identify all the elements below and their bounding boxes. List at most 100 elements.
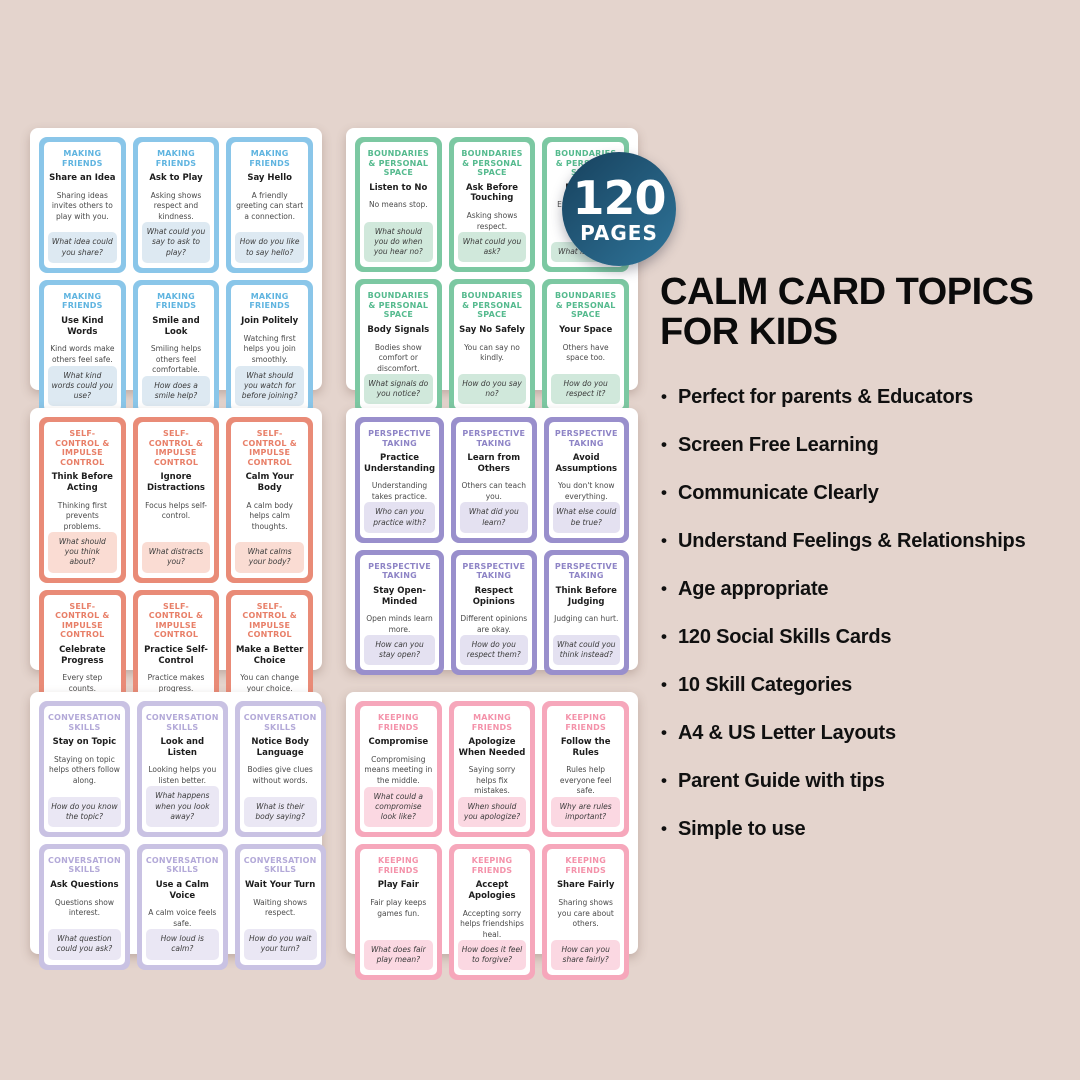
card-category-label: PERSPECTIVE TAKING	[554, 561, 618, 581]
card-category-label: KEEPING FRIENDS	[565, 856, 606, 875]
card-title: Notice Body Language	[251, 737, 309, 758]
card-category-label: KEEPING FRIENDS	[378, 856, 419, 875]
card-category-label: CONVERSATION SKILLS	[243, 713, 317, 732]
card-description: Bodies show comfort or discomfort.	[374, 342, 422, 373]
card-category-label: MAKING FRIENDS	[249, 149, 290, 168]
feature-item: Understand Feelings & Relationships	[660, 530, 1066, 553]
card-title: Ask Before Touching	[465, 182, 518, 204]
skill-card: MAKING FRIENDS Join Politely Watching firs…	[226, 279, 313, 416]
card-category-label: SELF-CONTROL & IMPULSE CONTROL	[55, 429, 110, 467]
skill-card-inner: KEEPING FRIENDS Accept Apologies Accepting…	[453, 849, 531, 976]
card-category-label: SELF-CONTROL & IMPULSE CONTROL	[55, 601, 110, 640]
card-category-label: MAKING FRIENDS	[249, 291, 290, 311]
skill-card: PERSPECTIVE TAKING Learn from Others Other…	[451, 417, 537, 543]
card-title: Your Space	[559, 325, 613, 336]
card-question: What did you learn?	[460, 502, 528, 533]
card-question: What could you think instead?	[552, 635, 620, 666]
card-question: What kind words could you use?	[48, 365, 117, 406]
card-description: Compromising means meeting in the middle…	[364, 754, 433, 785]
card-description: Staying on topic helps others follow alo…	[48, 754, 120, 785]
card-question: Who can you practice with?	[364, 502, 436, 533]
card-title: Accept Apologies	[468, 880, 516, 901]
card-question: What should you do when you hear no?	[364, 221, 433, 263]
card-category-label: KEEPING FRIENDS	[565, 713, 606, 732]
card-description: Asking shows respect and kindness.	[150, 190, 202, 221]
badge-pages-label: PAGES	[580, 220, 658, 245]
card-title: Smile and Look	[152, 315, 200, 337]
card-question: Why are rules important?	[551, 796, 620, 828]
skill-card-inner: SELF-CONTROL & IMPULSE CONTROL Ignore Dis…	[137, 422, 215, 578]
skill-card-inner: BOUNDARIES & PERSONAL SPACE Say No Safely…	[453, 284, 531, 410]
card-sheet-self-control-impulse-control: SELF-CONTROL & IMPULSE CONTROL Think Befo…	[30, 408, 322, 735]
card-question: How do you say no?	[457, 374, 527, 405]
card-description: Fair play keeps games fun.	[370, 898, 427, 918]
card-description: Every step counts.	[62, 673, 103, 693]
card-sheet-making-friends: MAKING FRIENDS Share an Idea Sharing ideas…	[30, 128, 322, 416]
card-sheet-perspective-taking: PERSPECTIVE TAKING Practice Understanding…	[346, 408, 638, 676]
skill-card: KEEPING FRIENDS Accept Apologies Accepting…	[448, 844, 536, 981]
skill-card-inner: MAKING FRIENDS Ask to Play Asking shows re…	[137, 142, 215, 268]
skill-card: MAKING FRIENDS Smile and Look Smiling help…	[132, 279, 220, 416]
card-question: How do you know the topic?	[48, 796, 121, 827]
card-question: What else could be true?	[552, 502, 620, 533]
card-question: What could you say to ask to play?	[141, 222, 211, 263]
card-title: Use Kind Words	[61, 315, 104, 337]
card-category-label: CONVERSATION SKILLS	[243, 855, 317, 875]
feature-item: A4 & US Letter Layouts	[660, 722, 1066, 745]
card-description: Rules help everyone feel safe.	[559, 765, 612, 796]
skill-card-inner: PERSPECTIVE TAKING Think Before Judging Ju…	[548, 554, 624, 671]
card-title: Think Before Judging	[555, 585, 617, 607]
card-question: What idea could you share?	[48, 232, 117, 263]
card-question: What could you ask?	[457, 232, 527, 263]
card-description: Others have space too.	[562, 342, 609, 363]
card-category-label: PERSPECTIVE TAKING	[368, 429, 431, 448]
card-title: Practice Self-Control	[144, 644, 208, 666]
card-description: Saying sorry helps fix mistakes.	[468, 765, 516, 796]
skill-card-inner: CONVERSATION SKILLS Ask Questions Question…	[44, 848, 125, 965]
card-title: Ask to Play	[149, 173, 203, 184]
skill-card: PERSPECTIVE TAKING Avoid Assumptions You d…	[543, 417, 629, 543]
card-description: Bodies give clues without words.	[247, 765, 313, 785]
card-description: Asking shows respect.	[466, 211, 518, 231]
card-title: Avoid Assumptions	[555, 453, 618, 474]
card-category-label: PERSPECTIVE TAKING	[368, 561, 431, 581]
card-title: Share an Idea	[49, 173, 116, 184]
card-title: Practice Understanding	[364, 453, 436, 474]
skill-card: KEEPING FRIENDS Share Fairly Sharing shows…	[542, 844, 629, 981]
card-question: What question could you ask?	[48, 929, 121, 960]
card-question: What should you think about?	[48, 532, 117, 573]
skill-card-inner: PERSPECTIVE TAKING Practice Understanding…	[360, 422, 440, 538]
skill-card: BOUNDARIES & PERSONAL SPACE Body Signals B…	[355, 279, 442, 415]
skill-card: SELF-CONTROL & IMPULSE CONTROL Ignore Dis…	[132, 417, 220, 583]
skill-card-inner: KEEPING FRIENDS Share Fairly Sharing shows…	[547, 849, 624, 976]
skill-card: KEEPING FRIENDS Play Fair Fair play keeps …	[355, 844, 442, 981]
pages-badge: 120 PAGES	[562, 152, 676, 266]
card-category-label: MAKING FRIENDS	[62, 149, 103, 168]
card-description: Sharing shows you care about others.	[557, 898, 614, 928]
card-title: Apologize When Needed	[458, 737, 526, 758]
feature-item: 120 Social Skills Cards	[660, 626, 1066, 649]
card-category-label: BOUNDARIES & PERSONAL SPACE	[461, 291, 523, 320]
skill-card-inner: PERSPECTIVE TAKING Avoid Assumptions You d…	[548, 422, 624, 538]
skill-card: SELF-CONTROL & IMPULSE CONTROL Calm Your …	[226, 417, 313, 583]
card-title: Stay Open-Minded	[373, 585, 426, 607]
badge-page-count: 120	[572, 170, 666, 225]
card-question: What signals do you notice?	[364, 374, 433, 405]
skill-card: CONVERSATION SKILLS Wait Your Turn Waiting…	[234, 843, 326, 970]
card-description: Different opinions are okay.	[460, 614, 528, 634]
card-category-label: PERSPECTIVE TAKING	[462, 561, 526, 581]
card-description: Understanding takes practice.	[371, 481, 428, 501]
card-title: Follow the Rules	[560, 737, 611, 758]
card-title: Join Politely	[241, 315, 299, 326]
card-title: Ask Questions	[50, 880, 119, 890]
card-category-label: SELF-CONTROL & IMPULSE CONTROL	[242, 429, 297, 467]
card-description: Practice makes progress.	[147, 673, 205, 693]
card-question: What is their body saying?	[243, 796, 317, 827]
card-title: Respect Opinions	[472, 585, 515, 607]
card-category-label: KEEPING FRIENDS	[471, 856, 513, 875]
card-question: How do you wait your turn?	[243, 929, 317, 960]
card-title: Share Fairly	[556, 880, 615, 891]
skill-card: CONVERSATION SKILLS Look and Listen Lookin…	[136, 701, 228, 837]
feature-item: 10 Skill Categories	[660, 674, 1066, 697]
